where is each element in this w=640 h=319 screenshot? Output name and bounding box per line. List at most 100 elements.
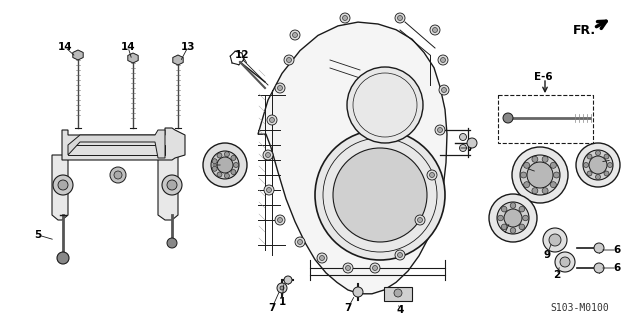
Circle shape	[266, 152, 271, 158]
Circle shape	[438, 128, 442, 132]
Circle shape	[340, 13, 350, 23]
Circle shape	[604, 154, 609, 159]
Text: 7: 7	[268, 303, 276, 313]
Circle shape	[584, 162, 589, 167]
Bar	[498, 95, 593, 143]
Text: E-6: E-6	[534, 72, 552, 82]
Circle shape	[57, 252, 69, 264]
Circle shape	[549, 234, 561, 246]
Circle shape	[370, 263, 380, 273]
Circle shape	[114, 171, 122, 179]
Circle shape	[555, 252, 575, 272]
Circle shape	[594, 263, 604, 273]
Circle shape	[497, 202, 529, 234]
Text: FR.: FR.	[572, 24, 596, 36]
Circle shape	[460, 145, 467, 152]
Text: S103-M0100: S103-M0100	[550, 303, 609, 313]
Circle shape	[394, 289, 402, 297]
Circle shape	[217, 172, 222, 177]
Circle shape	[501, 206, 507, 212]
Circle shape	[277, 283, 287, 293]
Circle shape	[292, 33, 298, 38]
Bar	[384, 287, 412, 301]
Circle shape	[58, 180, 68, 190]
Circle shape	[315, 130, 445, 260]
Text: 8: 8	[609, 155, 616, 165]
Circle shape	[234, 162, 239, 167]
Text: 12: 12	[235, 50, 249, 60]
Circle shape	[524, 182, 530, 188]
Circle shape	[162, 175, 182, 195]
Circle shape	[587, 171, 592, 176]
Circle shape	[498, 215, 503, 221]
Polygon shape	[258, 22, 447, 294]
Circle shape	[372, 265, 378, 271]
Text: 14: 14	[58, 42, 72, 52]
Text: 6: 6	[613, 263, 621, 273]
Circle shape	[583, 150, 613, 180]
Circle shape	[532, 188, 538, 194]
Circle shape	[523, 215, 528, 221]
Circle shape	[594, 243, 604, 253]
Circle shape	[503, 113, 513, 123]
Circle shape	[319, 256, 324, 261]
Circle shape	[342, 16, 348, 20]
Circle shape	[290, 30, 300, 40]
Text: 3: 3	[500, 230, 508, 240]
Circle shape	[53, 175, 73, 195]
Circle shape	[510, 228, 516, 233]
Text: 7: 7	[467, 143, 474, 153]
Circle shape	[417, 218, 422, 222]
Circle shape	[395, 13, 405, 23]
Circle shape	[550, 162, 556, 168]
Polygon shape	[68, 130, 165, 158]
Circle shape	[284, 55, 294, 65]
Circle shape	[439, 85, 449, 95]
Circle shape	[225, 152, 229, 157]
Circle shape	[267, 115, 277, 125]
Circle shape	[542, 188, 548, 194]
Circle shape	[225, 173, 229, 178]
Circle shape	[217, 157, 233, 173]
Polygon shape	[73, 50, 83, 60]
Circle shape	[333, 148, 427, 242]
Circle shape	[278, 85, 282, 91]
Circle shape	[269, 117, 275, 122]
Circle shape	[284, 276, 292, 284]
Circle shape	[430, 25, 440, 35]
Text: 7: 7	[344, 303, 352, 313]
Circle shape	[346, 265, 351, 271]
Circle shape	[560, 257, 570, 267]
Text: 2: 2	[554, 270, 561, 280]
Circle shape	[589, 156, 607, 174]
Circle shape	[317, 253, 327, 263]
Circle shape	[510, 203, 516, 208]
Polygon shape	[52, 155, 68, 220]
Polygon shape	[158, 155, 178, 220]
Circle shape	[524, 162, 530, 168]
Circle shape	[212, 159, 217, 164]
Circle shape	[460, 133, 467, 140]
Circle shape	[217, 153, 222, 158]
Circle shape	[275, 215, 285, 225]
Circle shape	[438, 55, 448, 65]
Circle shape	[554, 172, 559, 178]
Polygon shape	[128, 53, 138, 63]
Circle shape	[231, 170, 236, 174]
Circle shape	[167, 180, 177, 190]
Circle shape	[504, 209, 522, 227]
Circle shape	[576, 143, 620, 187]
Circle shape	[520, 155, 560, 195]
Circle shape	[167, 238, 177, 248]
Circle shape	[275, 83, 285, 93]
Circle shape	[595, 151, 600, 155]
Polygon shape	[173, 55, 183, 65]
Circle shape	[607, 162, 612, 167]
Circle shape	[295, 237, 305, 247]
Text: 4: 4	[396, 305, 404, 315]
Circle shape	[429, 173, 435, 177]
Circle shape	[587, 154, 592, 159]
Text: 5: 5	[35, 230, 42, 240]
Circle shape	[519, 224, 525, 230]
Circle shape	[231, 155, 236, 160]
